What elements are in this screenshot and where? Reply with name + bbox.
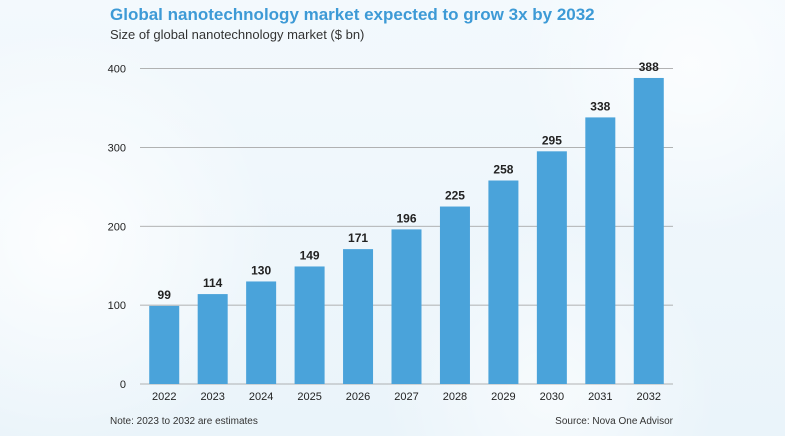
bar	[536, 151, 567, 384]
bar	[391, 229, 422, 384]
data-label: 258	[493, 163, 513, 177]
bar	[585, 117, 616, 384]
bar	[197, 294, 228, 384]
data-label: 388	[639, 60, 659, 74]
bar	[439, 206, 470, 384]
data-label: 130	[251, 263, 271, 277]
x-tick-label: 2026	[346, 391, 370, 403]
x-tick-label: 2032	[637, 391, 661, 403]
data-label: 114	[203, 276, 223, 290]
x-tick-label: 2031	[588, 391, 612, 403]
data-label: 99	[158, 288, 172, 302]
x-tick-label: 2029	[491, 391, 515, 403]
y-tick-label: 0	[120, 379, 126, 391]
y-tick-label: 100	[108, 300, 126, 312]
bar	[149, 305, 180, 384]
x-tick-label: 2030	[540, 391, 564, 403]
x-tick-label: 2028	[443, 391, 467, 403]
y-tick-label: 200	[108, 221, 126, 233]
bar	[343, 249, 374, 384]
data-label: 149	[300, 248, 320, 262]
footnote: Note: 2023 to 2032 are estimates	[110, 416, 258, 427]
x-tick-label: 2027	[394, 391, 418, 403]
data-label: 171	[348, 231, 368, 245]
y-tick-label: 400	[108, 64, 126, 76]
x-tick-label: 2023	[200, 391, 224, 403]
x-tick-label: 2025	[297, 391, 321, 403]
bar	[633, 77, 664, 384]
chart-title: Global nanotechnology market expected to…	[110, 5, 595, 24]
bar	[294, 266, 325, 384]
chart-subtitle: Size of global nanotechnology market ($ …	[110, 27, 365, 42]
data-label: 295	[542, 133, 562, 147]
y-tick-label: 300	[108, 142, 126, 154]
x-tick-label: 2022	[152, 391, 176, 403]
bar	[246, 281, 277, 384]
data-label: 225	[445, 189, 465, 203]
data-label: 338	[590, 99, 610, 113]
bar	[488, 180, 519, 384]
source-credit: Source: Nova One Advisor	[555, 416, 673, 427]
x-tick-label: 2024	[249, 391, 273, 403]
data-label: 196	[396, 211, 416, 225]
